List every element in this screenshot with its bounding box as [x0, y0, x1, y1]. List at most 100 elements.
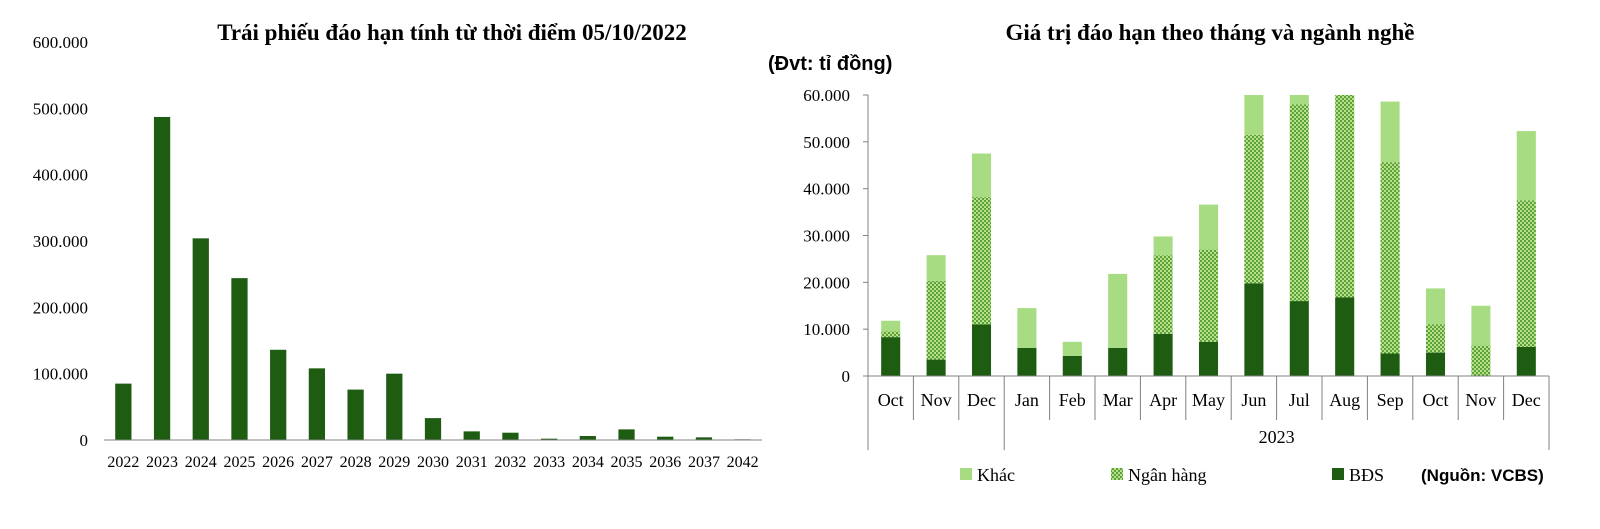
- bar-2032: [502, 432, 519, 440]
- stack-segment: [881, 320, 901, 332]
- bar-2028: [347, 389, 364, 440]
- legend-label-khac: Khác: [977, 465, 1015, 485]
- stack-segment: [971, 153, 992, 198]
- left-y-tick-label: 100.000: [33, 365, 88, 384]
- right-x-tick-label: Aug: [1329, 390, 1360, 410]
- right-x-axis-ticks: Oct Nov Dec Jan Feb Mar Apr May Jun Jul Aug Sep Oct N…: [878, 390, 1541, 410]
- bar-2035: [618, 429, 635, 440]
- stack-segment: [1335, 297, 1355, 376]
- left-x-tick-label: 2030: [417, 454, 449, 471]
- left-x-axis-ticks: 2022 2023 2024 2025 2026 2027 2028 2029 2030 2031…: [107, 454, 758, 471]
- bar-2037: [695, 437, 713, 440]
- left-x-tick-label: 2035: [611, 454, 643, 471]
- source-note: (Nguồn: VCBS): [1421, 466, 1544, 485]
- bar-2029: [386, 373, 403, 440]
- right-x-tick-label: Nov: [1465, 390, 1496, 410]
- stack-segment: [1153, 333, 1173, 376]
- stack-segment: [1425, 288, 1446, 325]
- right-y-axis-ticks: 0 10.000 20.000 30.000 40.000 50.000 60.000: [803, 86, 850, 386]
- right-x-tick-label: Dec: [967, 390, 996, 410]
- bar-2027: [308, 368, 326, 440]
- stack-segment: [1062, 355, 1082, 376]
- right-x-tick-label: Jun: [1241, 390, 1266, 410]
- bar-2022: [115, 383, 132, 440]
- bar-2024: [192, 238, 209, 440]
- right-y-tick-label: 20.000: [803, 273, 850, 292]
- year-group-label: 2023: [1259, 427, 1295, 447]
- legend-label-bds: BĐS: [1349, 465, 1384, 485]
- legend-swatch-bds: [1332, 468, 1344, 480]
- stack-segment: [926, 255, 946, 281]
- left-y-tick-label: 600.000: [33, 33, 88, 52]
- right-x-tick-label: Jul: [1289, 390, 1310, 410]
- stack-segment: [1198, 204, 1219, 250]
- stack-segment: [971, 197, 992, 325]
- stack-segment: [1244, 95, 1264, 135]
- right-x-tick-label: Feb: [1059, 390, 1086, 410]
- left-y-tick-label: 200.000: [33, 298, 88, 317]
- stack-segment: [926, 280, 946, 360]
- monthly-maturity-chart: Giá trị đáo hạn theo tháng và ngành nghề…: [768, 20, 1550, 485]
- right-chart-title: Giá trị đáo hạn theo tháng và ngành nghề: [1006, 20, 1415, 45]
- right-x-tick-label: Nov: [921, 390, 952, 410]
- right-x-tick-label: Dec: [1512, 390, 1541, 410]
- stack-segment: [1289, 95, 1309, 105]
- left-x-tick-label: 2031: [456, 454, 488, 471]
- right-y-tick-label: 10.000: [803, 320, 850, 339]
- bar-2026: [270, 349, 287, 440]
- stack-segment: [1335, 95, 1355, 298]
- stack-segment: [1289, 104, 1309, 302]
- stack-segment: [1289, 301, 1309, 376]
- right-axis-lines: [863, 94, 1550, 450]
- stack-segment: [1380, 101, 1400, 163]
- left-y-tick-label: 400.000: [33, 166, 88, 185]
- annual-maturity-chart: Trái phiếu đáo hạn tính từ thời điểm 05/…: [33, 20, 762, 471]
- left-x-tick-label: 2036: [649, 454, 681, 471]
- stack-segment: [1062, 341, 1082, 356]
- stack-segment: [1108, 347, 1128, 376]
- stack-segment: [1471, 345, 1491, 376]
- legend-swatch-ngan-hang: [1111, 468, 1123, 480]
- stack-segment: [1471, 305, 1491, 346]
- right-x-tick-label: Jan: [1015, 390, 1039, 410]
- legend-label-ngan-hang: Ngân hàng: [1128, 465, 1206, 485]
- left-x-tick-label: 2042: [727, 454, 759, 471]
- right-y-tick-label: 60.000: [803, 86, 850, 105]
- stack-segment: [1017, 347, 1037, 376]
- bar-2030: [424, 418, 442, 440]
- legend: Khác Ngân hàng BĐS (Nguồn: VCBS): [960, 465, 1544, 485]
- left-y-tick-label: 300.000: [33, 232, 88, 251]
- bar-2033: [540, 438, 558, 440]
- bar-2031: [463, 431, 480, 440]
- left-x-tick-label: 2025: [223, 454, 255, 471]
- bar-2034: [579, 436, 596, 440]
- left-x-tick-label: 2034: [572, 454, 604, 471]
- stack-segment: [1516, 200, 1536, 347]
- bar-2025: [231, 278, 248, 440]
- left-x-tick-label: 2032: [494, 454, 526, 471]
- left-y-axis-ticks: 0 100.000 200.000 300.000 400.000 500.000 600.…: [33, 33, 88, 450]
- right-stacked-bars: [881, 95, 1536, 376]
- right-x-tick-label: Mar: [1103, 390, 1133, 410]
- bar-2023: [153, 116, 171, 440]
- legend-swatch-khac: [960, 468, 972, 480]
- stack-segment: [971, 324, 992, 376]
- stack-segment: [1516, 346, 1536, 376]
- stack-segment: [1516, 131, 1536, 201]
- right-y-tick-label: 30.000: [803, 227, 850, 246]
- right-y-tick-label: 50.000: [803, 133, 850, 152]
- stack-segment: [1198, 249, 1219, 342]
- bar-2036: [657, 436, 674, 440]
- stack-segment: [1198, 341, 1219, 376]
- stack-segment: [1380, 353, 1400, 376]
- stack-segment: [1244, 134, 1264, 284]
- left-bars: [115, 116, 751, 440]
- stack-segment: [1017, 308, 1037, 348]
- stack-segment: [1244, 283, 1264, 376]
- stack-segment: [1425, 352, 1446, 376]
- right-x-tick-label: Sep: [1377, 390, 1404, 410]
- stack-segment: [1153, 255, 1173, 334]
- right-x-tick-label: Oct: [878, 390, 904, 410]
- left-x-tick-label: 2027: [301, 454, 333, 471]
